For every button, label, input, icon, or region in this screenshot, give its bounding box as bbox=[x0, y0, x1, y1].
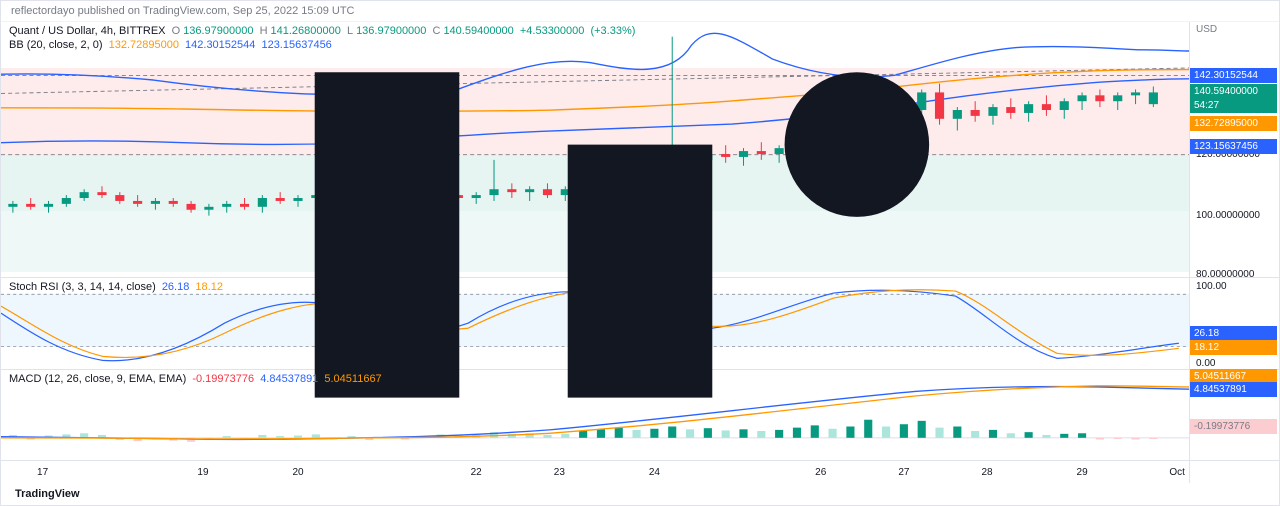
symbol-info: Quant / US Dollar, 4h, BITTREX O136.9790… bbox=[9, 25, 638, 51]
stoch-info: Stoch RSI (3, 3, 14, 14, close) 26.18 18… bbox=[9, 281, 226, 293]
macd-info: MACD (12, 26, close, 9, EMA, EMA) -0.199… bbox=[9, 373, 385, 385]
footer: TradingView bbox=[1, 483, 1279, 505]
chart-container: reflectordayo published on TradingView.c… bbox=[0, 0, 1280, 506]
